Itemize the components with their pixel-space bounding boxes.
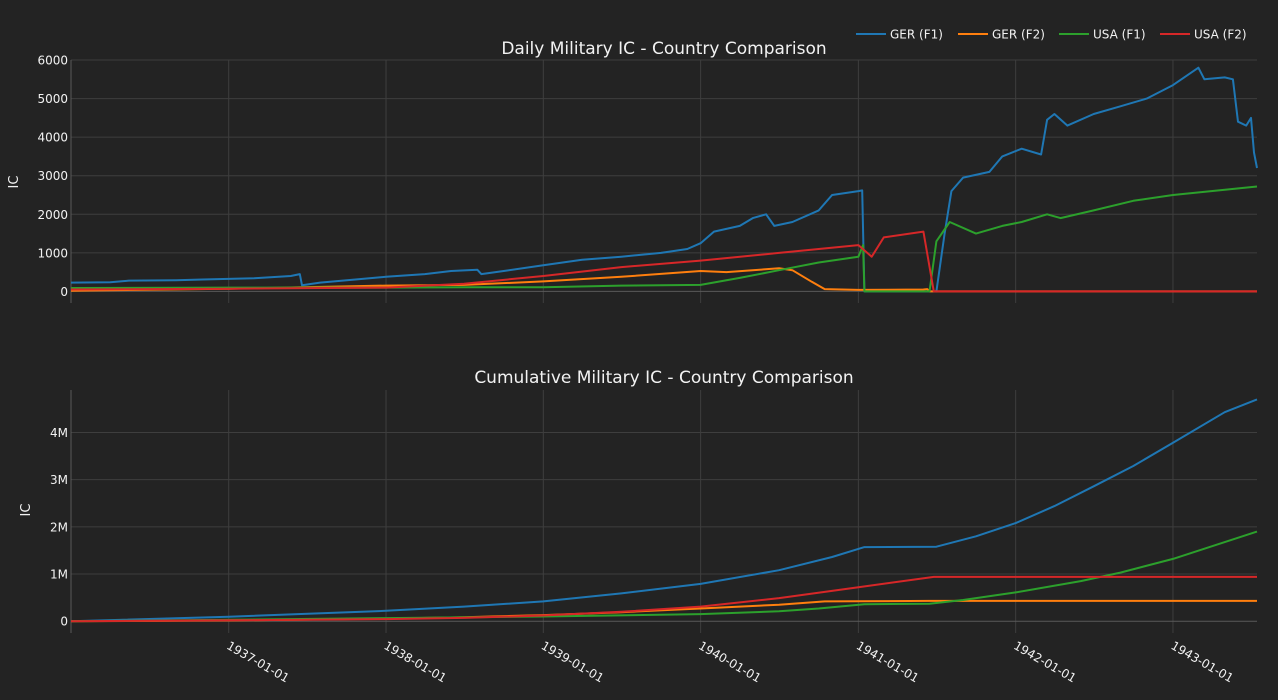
legend-item[interactable]: GER (F1) (856, 28, 943, 42)
legend: GER (F1) GER (F2) USA (F1) USA (F2) (856, 28, 1247, 42)
y-tick-label: 4000 (37, 131, 68, 145)
y-tick-label: 4M (50, 426, 68, 440)
y-tick-label: 0 (60, 285, 68, 299)
y-tick-label: 1M (50, 568, 68, 582)
x-axis-ticks: 1937-01-01 1938-01-01 1939-01-01 1940-01-01… (224, 638, 1236, 685)
y-tick-label: 3M (50, 473, 68, 487)
x-tick-label: 1937-01-01 (224, 638, 291, 685)
legend-label: GER (F2) (992, 28, 1045, 42)
series-line-usa-f1[interactable] (70, 185, 1258, 293)
cumulative-chart-title: Cumulative Military IC - Country Compari… (474, 368, 853, 388)
daily-chart: 0 1000 2000 3000 4000 5000 6000 Daily Military … (7, 39, 1258, 303)
y-tick-label: 2000 (37, 208, 68, 222)
y-tick-label: 0 (60, 615, 68, 629)
series-line-usa-f2[interactable] (70, 575, 1257, 623)
series-line-ger-f1[interactable] (70, 66, 1258, 293)
legend-item[interactable]: USA (F2) (1160, 28, 1247, 42)
cumulative-chart: 0 1M 2M 3M 4M Cumulative Military IC - Countr… (19, 368, 1258, 633)
legend-label: USA (F1) (1093, 28, 1146, 42)
daily-chart-title: Daily Military IC - Country Comparison (501, 39, 826, 59)
legend-item[interactable]: GER (F2) (958, 28, 1045, 42)
y-tick-label: 2M (50, 520, 68, 534)
y-tick-label: 3000 (37, 169, 68, 183)
daily-y-axis-label: IC (7, 176, 22, 189)
x-tick-label: 1941-01-01 (854, 638, 921, 685)
x-tick-label: 1939-01-01 (539, 638, 606, 685)
series-line-ger-f1[interactable] (70, 398, 1258, 623)
y-tick-label: 5000 (37, 92, 68, 106)
x-tick-label: 1940-01-01 (696, 638, 763, 685)
series-line-usa-f2[interactable] (70, 230, 1257, 293)
y-tick-label: 1000 (37, 246, 68, 260)
legend-label: GER (F1) (890, 28, 943, 42)
cumulative-y-axis-label: IC (19, 504, 34, 517)
legend-label: USA (F2) (1194, 28, 1247, 42)
x-tick-label: 1943-01-01 (1169, 638, 1236, 685)
x-tick-label: 1938-01-01 (382, 638, 449, 685)
x-tick-label: 1942-01-01 (1011, 638, 1078, 685)
series-line-ger-f2[interactable] (70, 599, 1257, 623)
y-tick-label: 6000 (37, 54, 68, 68)
legend-item[interactable]: USA (F1) (1059, 28, 1146, 42)
